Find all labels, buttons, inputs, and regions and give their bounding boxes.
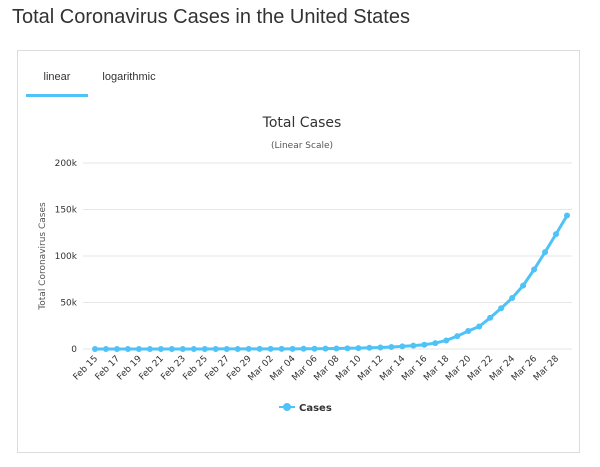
y-tick-label: 200k xyxy=(55,159,78,169)
x-tick-label: Mar 28 xyxy=(532,354,561,383)
legend-label-cases: Cases xyxy=(299,403,332,414)
scale-tabs: linear logarithmic xyxy=(26,63,170,97)
data-point[interactable] xyxy=(553,231,560,238)
data-point[interactable] xyxy=(487,314,494,321)
data-point[interactable] xyxy=(113,345,120,352)
data-point[interactable] xyxy=(190,345,197,352)
data-point[interactable] xyxy=(256,345,263,352)
data-point[interactable] xyxy=(179,345,186,352)
data-point[interactable] xyxy=(520,282,527,289)
data-point[interactable] xyxy=(366,344,373,351)
data-point[interactable] xyxy=(212,345,219,352)
data-point[interactable] xyxy=(432,340,439,347)
y-tick-label: 150k xyxy=(55,206,78,216)
data-point[interactable] xyxy=(333,345,340,352)
y-tick-label: 100k xyxy=(55,252,78,262)
data-point[interactable] xyxy=(135,345,142,352)
data-point[interactable] xyxy=(234,345,241,352)
data-point[interactable] xyxy=(377,344,384,351)
data-point[interactable] xyxy=(410,342,417,349)
data-point[interactable] xyxy=(322,345,329,352)
data-point[interactable] xyxy=(124,345,131,352)
data-point[interactable] xyxy=(278,345,285,352)
series-cases xyxy=(92,212,570,352)
data-point[interactable] xyxy=(267,345,274,352)
data-point[interactable] xyxy=(465,327,472,334)
data-point[interactable] xyxy=(388,343,395,350)
data-point[interactable] xyxy=(421,341,428,348)
data-point[interactable] xyxy=(564,212,570,219)
data-point[interactable] xyxy=(531,266,538,273)
data-point[interactable] xyxy=(509,294,516,301)
data-point[interactable] xyxy=(245,345,252,352)
tab-logarithmic[interactable]: logarithmic xyxy=(102,71,156,83)
data-point[interactable] xyxy=(498,305,505,312)
data-point[interactable] xyxy=(157,345,164,352)
data-point[interactable] xyxy=(201,345,208,352)
series-line xyxy=(95,214,569,351)
data-point[interactable] xyxy=(102,345,109,352)
data-point[interactable] xyxy=(443,337,450,344)
data-point[interactable] xyxy=(289,345,296,352)
data-point[interactable] xyxy=(92,345,98,352)
chart-title: Total Cases xyxy=(262,115,342,131)
legend[interactable]: Cases xyxy=(279,403,332,414)
data-point[interactable] xyxy=(168,345,175,352)
y-tick-labels: 0 50k 100k 150k 200k xyxy=(55,159,78,355)
grid-lines xyxy=(83,162,572,350)
data-point[interactable] xyxy=(223,345,230,352)
data-point[interactable] xyxy=(454,333,461,340)
data-point[interactable] xyxy=(542,249,549,256)
y-tick-label: 0 xyxy=(71,345,77,355)
data-point[interactable] xyxy=(355,345,362,352)
data-point[interactable] xyxy=(476,323,483,330)
data-point[interactable] xyxy=(311,345,318,352)
data-point[interactable] xyxy=(300,345,307,352)
tab-linear[interactable]: linear xyxy=(26,63,88,97)
data-point[interactable] xyxy=(146,345,153,352)
chart-panel: linear logarithmic xyxy=(17,50,580,453)
page-title: Total Coronavirus Cases in the United St… xyxy=(12,6,410,28)
chart-subtitle: (Linear Scale) xyxy=(271,141,333,151)
y-axis-label: Total Coronavirus Cases xyxy=(38,202,48,311)
data-point[interactable] xyxy=(399,343,406,350)
data-point[interactable] xyxy=(344,345,351,352)
legend-marker-dot xyxy=(283,403,291,411)
y-tick-label: 50k xyxy=(60,299,77,309)
